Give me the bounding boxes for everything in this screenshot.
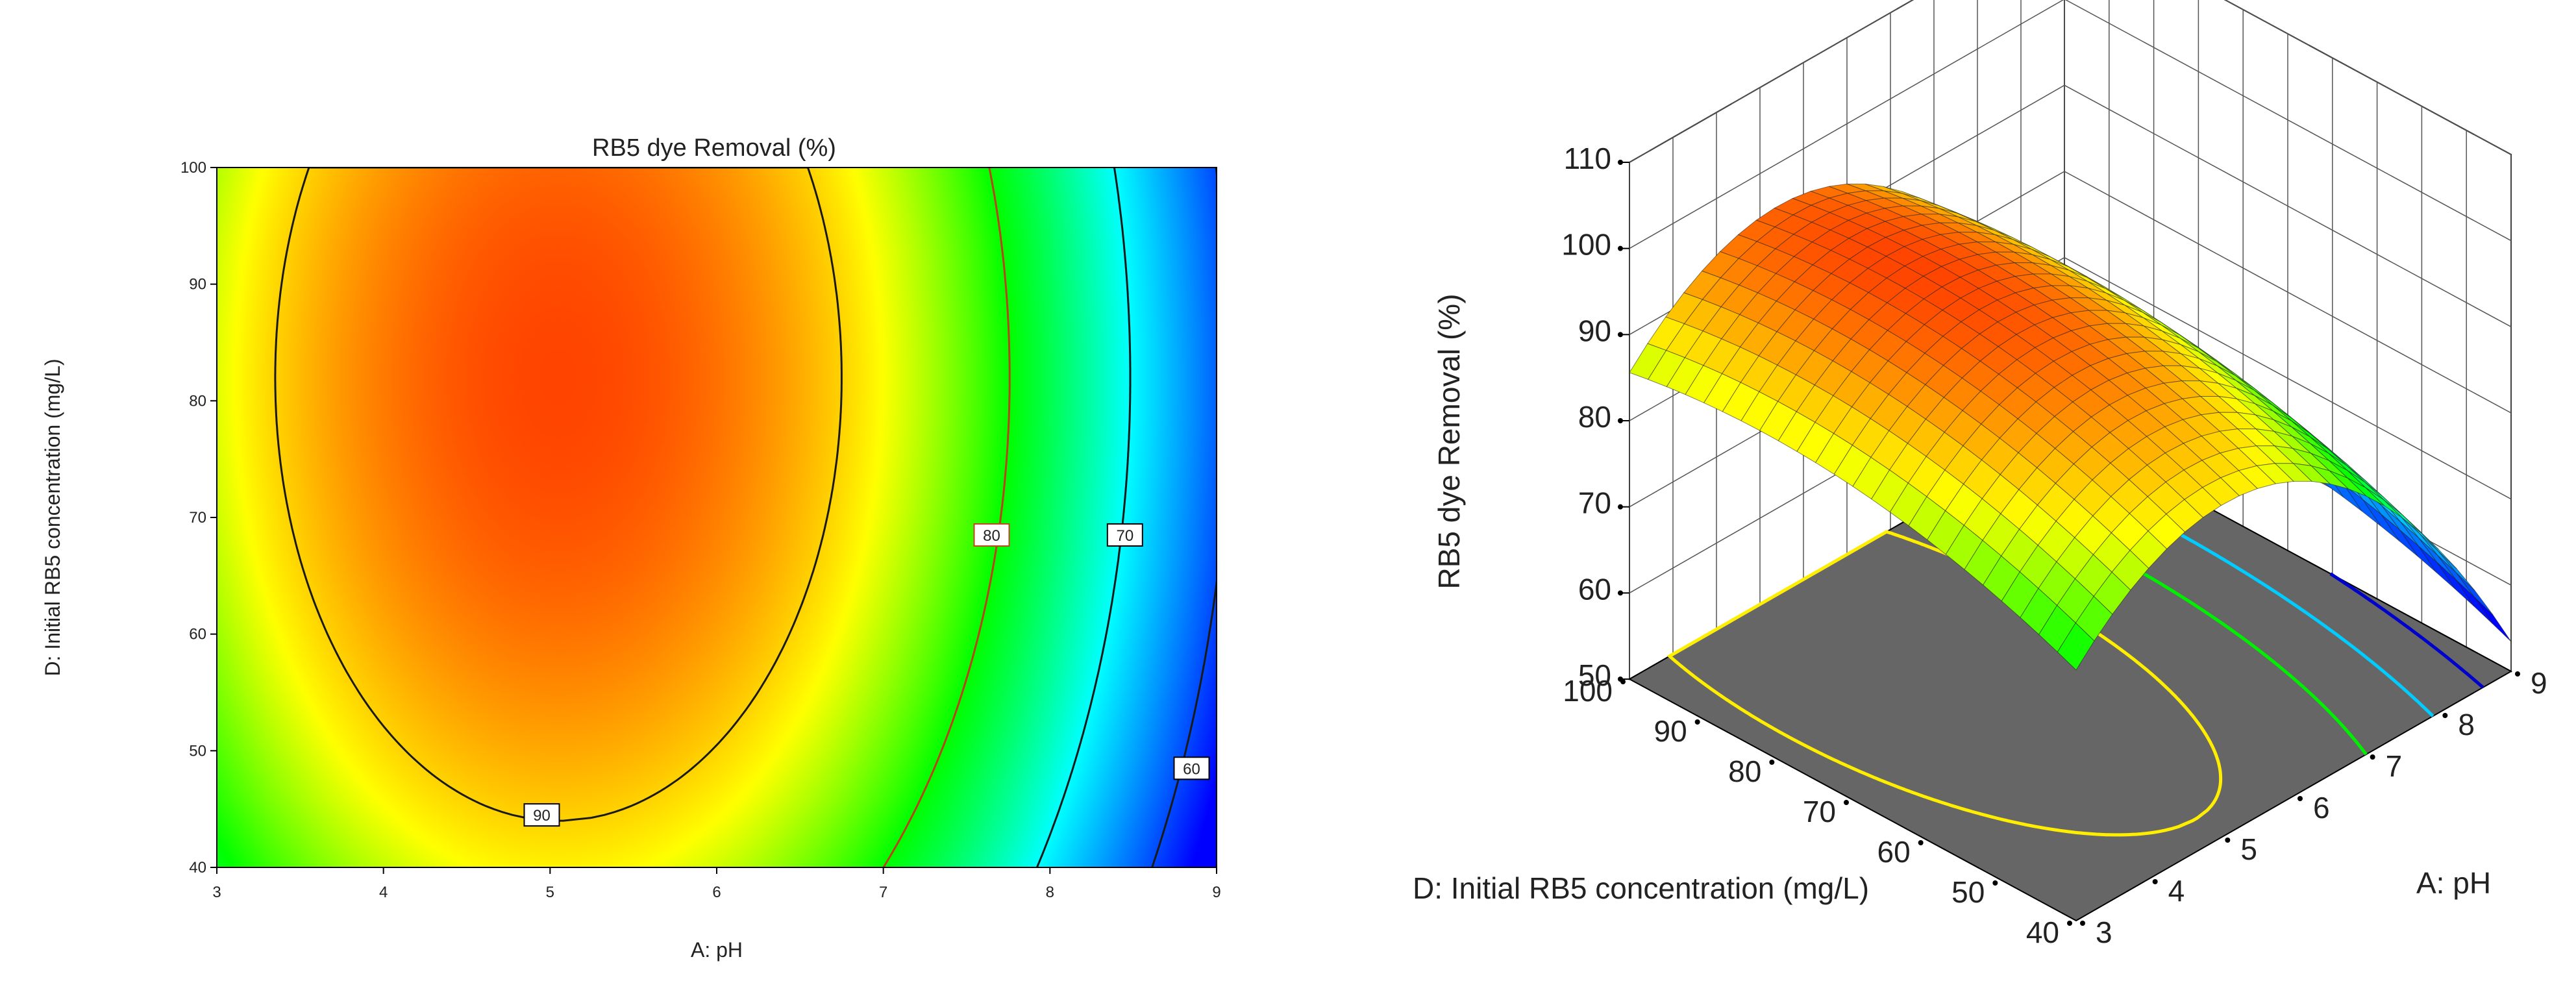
- surface-z-tick-label: 100: [1561, 228, 1611, 262]
- contour-title: RB5 dye Removal (%): [592, 134, 836, 162]
- surface-z-tick-dot: [1618, 418, 1623, 423]
- contour-x-tick-label: 4: [379, 884, 388, 901]
- surface-ticks: 50 60 70 80 90 100 110 40 50 60 70 80 90 100 3 4 5 6 7 8 9: [1561, 142, 2547, 949]
- surface-x-tick-dot: [2225, 838, 2231, 843]
- contour-line-70: [1036, 168, 1132, 867]
- contour-label-90: 90: [523, 803, 560, 827]
- surface-y-tick-dot: [1992, 880, 1998, 886]
- contour-heatmap: [217, 168, 1217, 867]
- contour-label-60: 60: [1173, 756, 1210, 780]
- surface-y-tick-dot: [1694, 719, 1700, 725]
- contour-label-text: 90: [533, 807, 551, 825]
- contour-y-tick-label: 100: [180, 159, 206, 177]
- contour-label-80: 80: [973, 523, 1010, 547]
- surface-chart: 50 60 70 80 90 100 110 40 50 60 70 80 90 100 3 4 5 6 7 8 9 R…: [1413, 0, 2547, 949]
- surface-x-tick-label: 4: [2168, 874, 2185, 908]
- contour-label-text: 70: [1116, 527, 1133, 545]
- contour-y-axis-title: D: Initial RB5 concentration (mg/L): [41, 358, 64, 676]
- surface-y-tick-label: 60: [1877, 835, 1910, 869]
- contour-x-tick-label: 8: [1046, 884, 1054, 901]
- floor-contour-90: [1666, 530, 2223, 837]
- surface-z-tick-dot: [1618, 590, 1623, 596]
- surface-y-tick-label: 90: [1653, 714, 1687, 748]
- surface-x-tick-label: 7: [2386, 749, 2403, 783]
- surface-z-tick-label: 50: [1578, 658, 1611, 692]
- surface-z-tick-label: 70: [1578, 486, 1611, 520]
- surface-x-tick-label: 6: [2313, 791, 2330, 825]
- surface-y-tick-label: 70: [1803, 795, 1836, 828]
- contour-label-70: 70: [1106, 523, 1143, 547]
- surface-y-axis-title: D: Initial RB5 concentration (mg/L): [1413, 871, 1869, 905]
- surface-x-tick-label: 8: [2458, 708, 2475, 741]
- contour-x-tick-label: 3: [212, 884, 221, 901]
- contour-y-tick-label: 60: [189, 626, 206, 643]
- surface-y-tick-dot: [1844, 800, 1849, 805]
- contour-label-text: 80: [983, 527, 1000, 545]
- surface-cell: [2057, 622, 2095, 671]
- contour-x-tick-label: 7: [879, 884, 887, 901]
- surface-x-tick-dot: [2442, 713, 2448, 718]
- contour-line-80: [882, 168, 1011, 867]
- surface-y-tick-label: 100: [1563, 674, 1613, 708]
- surface-y-tick-label: 40: [2026, 915, 2059, 949]
- surface-z-tick-label: 90: [1578, 314, 1611, 347]
- contour-y-ticks: 40 50 60 70 80 90 100: [180, 159, 217, 876]
- contour-lines: [274, 168, 1217, 867]
- contour-x-tick-label: 6: [712, 884, 721, 901]
- surface-x-tick-dot: [2152, 879, 2158, 884]
- surface-z-tick-label: 110: [1564, 142, 1611, 175]
- surface-x-tick-dot: [2080, 921, 2085, 926]
- contour-y-tick-label: 50: [189, 742, 206, 760]
- surface-y-tick-dot: [1918, 840, 1924, 845]
- surface-x-tick-dot: [2297, 796, 2303, 801]
- contour-y-tick-label: 40: [189, 859, 206, 876]
- contour-line-90: [274, 168, 843, 822]
- contour-y-tick-label: 80: [189, 392, 206, 410]
- surface-z-tick-label: 80: [1578, 400, 1611, 434]
- surface-x-tick-dot: [2370, 754, 2375, 760]
- surface-y-tick-dot: [1620, 679, 1626, 684]
- contour-y-tick-label: 90: [189, 276, 206, 293]
- surface-mesh: [1629, 183, 2512, 671]
- contour-x-axis-title: A: pH: [691, 938, 743, 962]
- contour-chart: RB5 dye Removal (%) 90 80 70 60 3 4 5 6 7 8 9 40 5…: [41, 134, 1221, 962]
- surface-x-tick-dot: [2515, 671, 2520, 677]
- contour-x-tick-label: 9: [1212, 884, 1220, 901]
- surface-x-tick-label: 3: [2096, 915, 2112, 949]
- surface-y-tick-label: 80: [1728, 754, 1761, 788]
- contour-line-60: [1151, 168, 1217, 867]
- surface-z-tick-label: 60: [1578, 572, 1611, 606]
- surface-y-tick-label: 50: [1951, 875, 1985, 909]
- contour-y-tick-label: 70: [189, 509, 206, 527]
- surface-x-tick-label: 5: [2240, 832, 2257, 866]
- contour-labels: 90 80 70 60: [523, 523, 1210, 827]
- contour-label-text: 60: [1183, 760, 1200, 778]
- surface-x-tick-label: 9: [2531, 666, 2547, 700]
- surface-z-tick-dot: [1618, 332, 1623, 338]
- surface-y-tick-dot: [2067, 921, 2072, 926]
- surface-z-tick-dot: [1618, 504, 1623, 510]
- surface-x-axis-title: A: pH: [2416, 866, 2491, 900]
- surface-z-tick-dot: [1618, 160, 1623, 165]
- contour-x-tick-label: 5: [546, 884, 554, 901]
- surface-z-axis-title: RB5 dye Removal (%): [1432, 293, 1466, 589]
- surface-y-tick-dot: [1769, 760, 1775, 765]
- contour-x-ticks: 3 4 5 6 7 8 9: [212, 867, 1221, 901]
- surface-z-tick-dot: [1618, 245, 1623, 251]
